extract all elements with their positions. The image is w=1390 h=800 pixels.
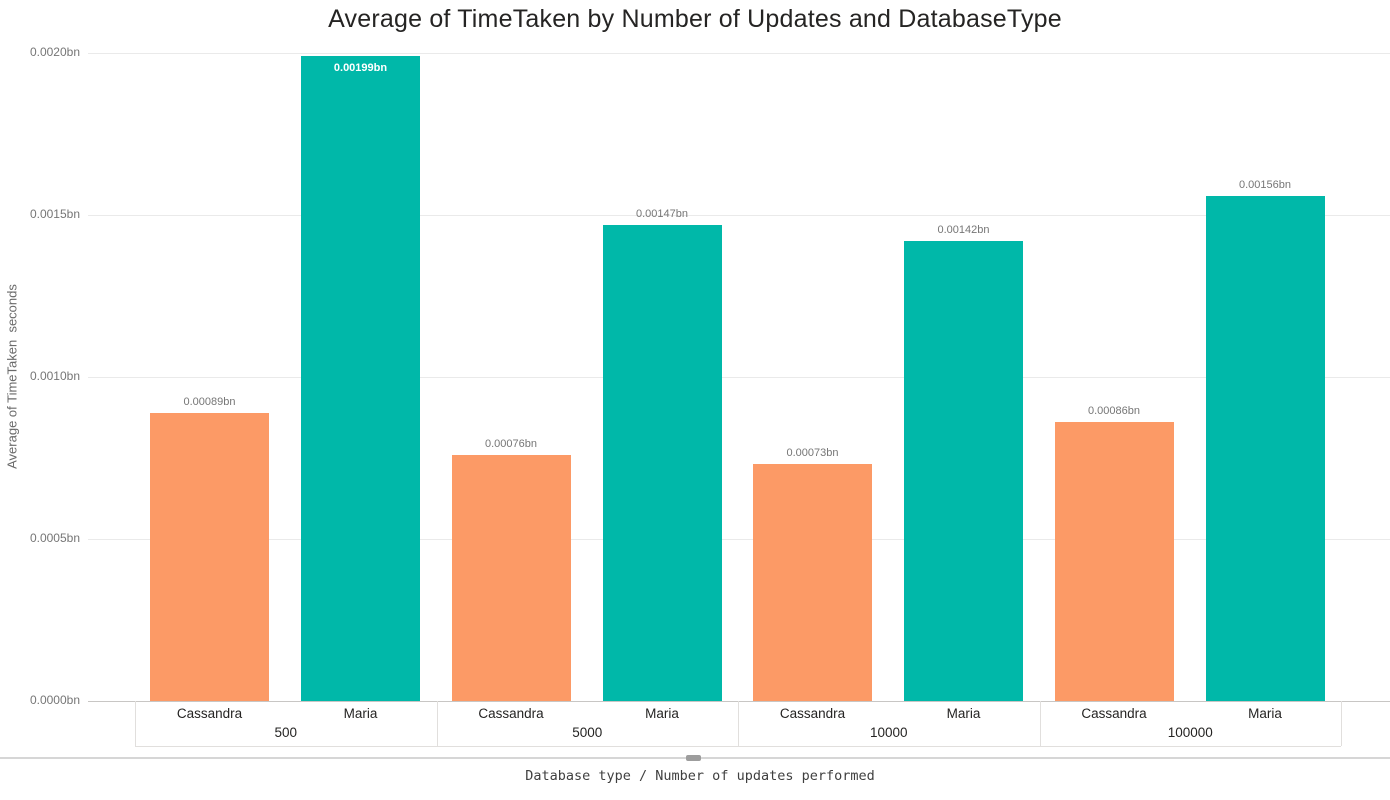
category-label-cassandra: Cassandra xyxy=(478,706,544,721)
bar-value-label: 0.00199bn xyxy=(333,62,388,75)
group-label: 100000 xyxy=(1167,725,1213,740)
category-label-maria: Maria xyxy=(946,706,981,721)
axis-group-divider xyxy=(436,701,438,746)
gridline xyxy=(88,215,1390,216)
group-label: 5000 xyxy=(572,725,603,740)
axis-group-divider xyxy=(738,701,739,746)
gridline xyxy=(88,53,1390,54)
bar-value-label: 0.00076bn xyxy=(485,437,537,450)
bar-maria-100000[interactable] xyxy=(1205,195,1325,701)
bar-cassandra-100000[interactable] xyxy=(1054,422,1174,701)
chart-title: Average of TimeTaken by Number of Update… xyxy=(328,5,1062,33)
bar-value-label: 0.00147bn xyxy=(636,207,688,220)
scrollbar-thumb[interactable] xyxy=(686,755,701,761)
y-tick-label: 0.0000bn xyxy=(29,693,80,707)
axis-group-divider xyxy=(135,701,136,746)
category-label-cassandra: Cassandra xyxy=(176,706,243,721)
y-tick-label: 0.0020bn xyxy=(29,45,80,59)
axis-group-divider xyxy=(1341,701,1342,746)
bar-cassandra-5000[interactable] xyxy=(451,454,571,701)
bar-value-label: 0.00156bn xyxy=(1239,178,1291,191)
bar-value-label: 0.00086bn xyxy=(1088,405,1140,418)
bar-cassandra-10000[interactable] xyxy=(753,464,872,701)
bar-maria-500[interactable] xyxy=(301,56,420,701)
category-label-maria: Maria xyxy=(343,706,378,721)
gridline xyxy=(88,539,1390,540)
y-tick-label: 0.0005bn xyxy=(29,531,80,545)
bar-value-label: 0.00073bn xyxy=(786,447,839,460)
bar-maria-10000[interactable] xyxy=(904,240,1023,701)
group-label: 10000 xyxy=(869,725,908,740)
bar-value-label: 0.00142bn xyxy=(937,223,990,236)
gridline xyxy=(88,377,1390,378)
category-label-cassandra: Cassandra xyxy=(779,706,846,721)
x-axis-line xyxy=(88,701,1390,702)
bar-value-label: 0.00089bn xyxy=(183,395,236,408)
axis-band-border xyxy=(135,746,1341,747)
bar-maria-5000[interactable] xyxy=(602,224,722,701)
category-label-cassandra: Cassandra xyxy=(1081,706,1147,721)
x-axis-title: Database type / Number of updates perfor… xyxy=(525,768,875,784)
category-label-maria: Maria xyxy=(1248,706,1282,721)
bar-cassandra-500[interactable] xyxy=(150,412,269,701)
y-tick-label: 0.0015bn xyxy=(29,207,80,221)
axis-group-divider xyxy=(1039,701,1041,746)
y-tick-label: 0.0010bn xyxy=(29,369,80,383)
category-label-maria: Maria xyxy=(645,706,679,721)
group-label: 500 xyxy=(274,725,298,740)
